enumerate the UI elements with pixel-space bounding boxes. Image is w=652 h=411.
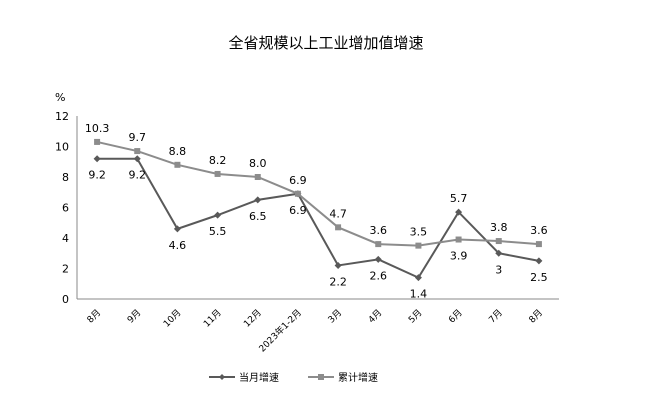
chart-title: 全省规模以上工业增加值增速 xyxy=(228,34,423,52)
data-label: 6.5 xyxy=(249,210,267,223)
data-point-square xyxy=(495,238,502,245)
data-point-diamond xyxy=(414,274,422,282)
y-tick-label: 2 xyxy=(62,263,69,276)
x-tick-label: 6月 xyxy=(447,307,465,325)
data-label: 2.6 xyxy=(370,269,388,282)
data-point-diamond xyxy=(93,155,101,163)
data-point-square xyxy=(335,224,342,231)
data-label: 2.2 xyxy=(329,275,347,288)
data-point-square xyxy=(94,138,101,145)
y-tick-label: 4 xyxy=(62,232,69,245)
legend-marker-square xyxy=(318,374,324,380)
y-axis-unit: % xyxy=(55,91,65,104)
data-point-diamond xyxy=(495,249,503,257)
x-tick-label: 5月 xyxy=(406,307,424,325)
y-tick-label: 8 xyxy=(62,171,69,184)
data-point-diamond xyxy=(254,196,262,204)
data-label: 6.9 xyxy=(289,204,307,217)
data-point-diamond xyxy=(133,155,141,163)
data-point-diamond xyxy=(334,261,342,269)
data-point-square xyxy=(254,174,261,180)
data-point-square xyxy=(375,241,382,248)
data-label: 3 xyxy=(495,263,502,276)
data-point-square xyxy=(174,161,181,168)
data-point-square xyxy=(455,236,462,243)
x-tick-label: 8月 xyxy=(527,307,545,325)
data-point-square xyxy=(294,190,301,197)
data-label: 9.2 xyxy=(88,169,106,182)
data-label: 4.6 xyxy=(169,239,187,252)
data-point-diamond xyxy=(214,211,222,219)
data-label: 9.7 xyxy=(129,131,147,144)
legend-label: 当月增速 xyxy=(239,371,279,384)
y-tick-label: 6 xyxy=(62,202,69,215)
data-label: 6.9 xyxy=(289,174,307,187)
data-label: 8.8 xyxy=(169,145,187,158)
data-point-diamond xyxy=(455,208,463,216)
data-point-diamond xyxy=(535,257,543,265)
data-point-square xyxy=(535,241,542,248)
data-label: 2.5 xyxy=(530,271,548,284)
x-tick-label: 11月 xyxy=(201,307,223,329)
data-label: 5.5 xyxy=(209,225,227,238)
x-tick-label: 12月 xyxy=(242,307,264,329)
data-label: 3.6 xyxy=(370,224,388,237)
data-point-square xyxy=(134,148,141,155)
data-label: 3.5 xyxy=(410,226,428,239)
x-tick-label: 8月 xyxy=(85,307,103,325)
data-label: 4.7 xyxy=(329,207,347,220)
x-tick-label: 2023年1-2月 xyxy=(256,307,304,355)
data-label: 3.8 xyxy=(490,221,508,234)
x-tick-label: 3月 xyxy=(326,307,344,325)
x-tick-label: 4月 xyxy=(366,307,384,325)
x-tick-label: 7月 xyxy=(487,307,505,325)
data-label: 5.7 xyxy=(450,192,468,205)
y-tick-label: 0 xyxy=(62,293,69,306)
data-point-square xyxy=(415,242,422,249)
data-label: 10.3 xyxy=(85,122,110,135)
x-tick-label: 9月 xyxy=(125,307,143,325)
series-line-0 xyxy=(97,157,540,279)
data-point-square xyxy=(214,170,221,177)
data-label: 8.0 xyxy=(249,157,267,170)
y-tick-label: 12 xyxy=(55,110,69,123)
data-point-diamond xyxy=(173,225,181,233)
legend-label: 累计增速 xyxy=(338,371,378,384)
y-tick-label: 10 xyxy=(55,141,69,154)
data-label: 8.2 xyxy=(209,154,227,167)
data-point-diamond xyxy=(374,255,382,263)
x-tick-label: 10月 xyxy=(161,307,183,329)
data-label: 9.2 xyxy=(129,169,147,182)
data-label: 3.9 xyxy=(450,250,468,263)
data-label: 1.4 xyxy=(410,288,428,301)
legend-marker-diamond xyxy=(219,374,225,380)
series-line-1 xyxy=(96,140,539,247)
data-label: 3.6 xyxy=(530,224,548,237)
